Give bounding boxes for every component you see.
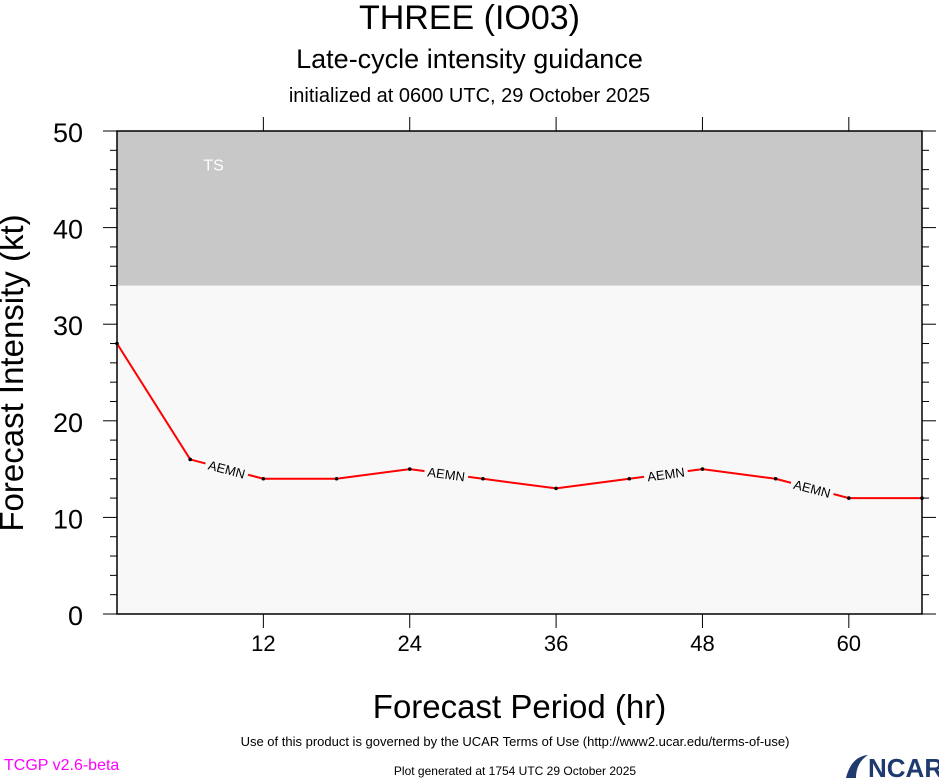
series-label-bg bbox=[788, 475, 836, 502]
chart-subtitle: Late-cycle intensity guidance bbox=[296, 44, 643, 74]
series-label-bg bbox=[203, 455, 251, 483]
ncar-logo-text: NCAR bbox=[868, 753, 939, 780]
series-point bbox=[627, 476, 632, 481]
x-tick-label: 60 bbox=[837, 631, 861, 656]
series-point bbox=[773, 476, 778, 481]
series-label-bg bbox=[423, 463, 470, 485]
chart-title: THREE (IO03) bbox=[358, 0, 581, 37]
x-axis-label: Forecast Period (hr) bbox=[372, 688, 667, 725]
series-point bbox=[334, 476, 339, 481]
y-tick-label: 30 bbox=[53, 311, 83, 341]
ncar-logo-swoosh bbox=[846, 755, 868, 778]
plot-frame bbox=[116, 130, 923, 615]
ncar-logo: NCAR bbox=[846, 753, 939, 780]
series-point bbox=[407, 467, 412, 471]
y-tick-label: 40 bbox=[53, 215, 83, 245]
y-tick-label: 10 bbox=[53, 504, 83, 534]
chart-init-time: initialized at 0600 UTC, 29 October 2025 bbox=[288, 85, 651, 107]
series-line-aemn bbox=[116, 342, 922, 500]
series-point bbox=[554, 486, 558, 491]
series-point bbox=[847, 496, 851, 500]
series-point bbox=[700, 467, 705, 471]
x-tick-label: 36 bbox=[544, 631, 568, 656]
series-point bbox=[115, 341, 119, 346]
x-tick-label: 12 bbox=[251, 631, 275, 656]
series-point bbox=[188, 457, 192, 462]
series-point bbox=[481, 476, 485, 481]
series-label-bg bbox=[643, 463, 689, 485]
y-tick-label: 20 bbox=[53, 408, 83, 438]
series-label: AEMN bbox=[646, 465, 685, 485]
version-label: TCGP v2.6-beta bbox=[4, 757, 120, 774]
y-axis-label: Forecast Intensity (kt) bbox=[0, 214, 30, 532]
band-label: TS bbox=[203, 157, 223, 174]
x-tick-label: 48 bbox=[690, 631, 714, 656]
terms-of-use-text: Use of this product is governed by the U… bbox=[240, 734, 790, 749]
y-tick-label: 50 bbox=[53, 118, 83, 148]
y-tick-label: 0 bbox=[68, 601, 83, 631]
series-point bbox=[261, 476, 266, 481]
x-tick-label: 24 bbox=[397, 631, 421, 656]
plot-generated-text: Plot generated at 1754 UTC 29 October 20… bbox=[393, 764, 637, 778]
series-point bbox=[920, 496, 924, 500]
series-label: AEMN bbox=[427, 465, 466, 485]
intensity-band-0 bbox=[117, 131, 922, 286]
